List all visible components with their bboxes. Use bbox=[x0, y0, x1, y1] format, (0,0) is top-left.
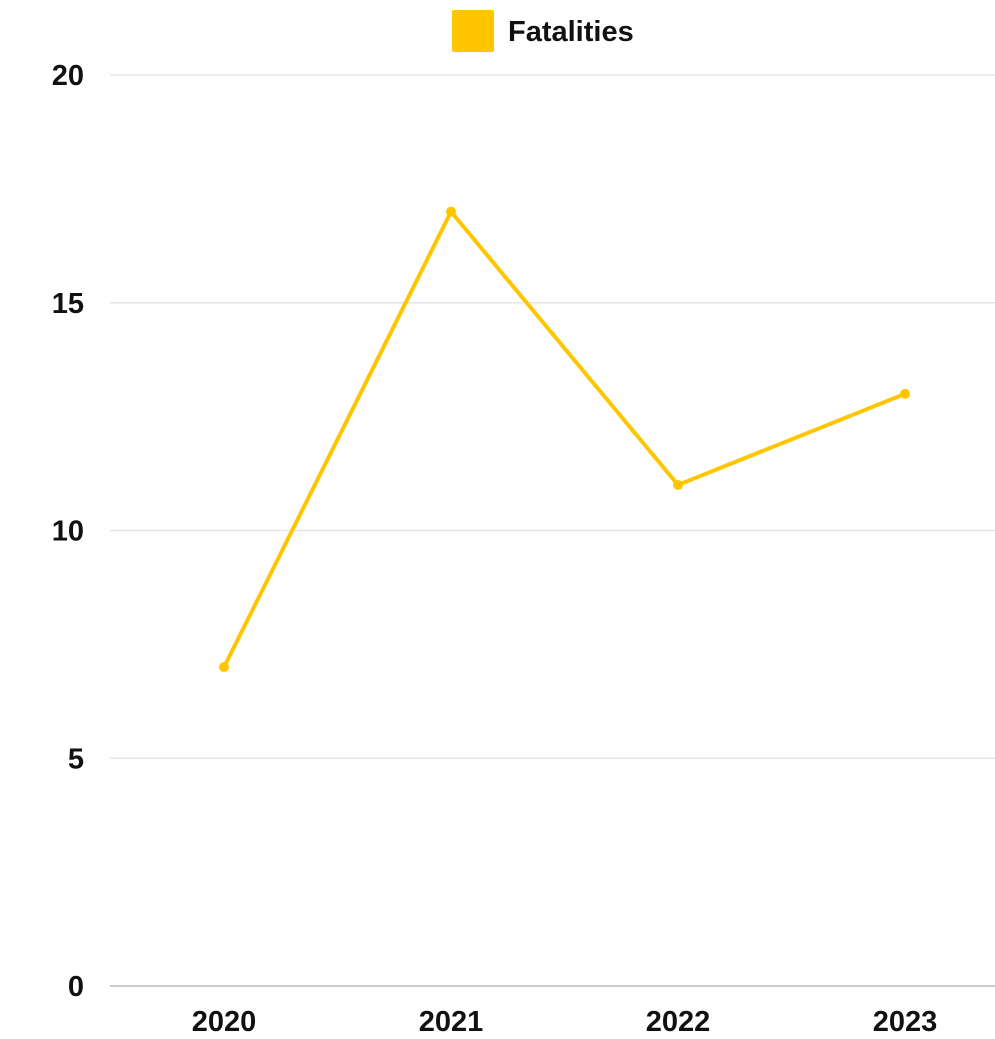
data-point-2023[interactable] bbox=[900, 388, 910, 399]
series-layer bbox=[219, 206, 910, 673]
gridlines bbox=[110, 74, 995, 987]
y-tick-label: 15 bbox=[52, 288, 84, 320]
x-tick-label: 2021 bbox=[419, 1006, 484, 1038]
y-tick-label: 0 bbox=[68, 971, 84, 1003]
data-point-2020[interactable] bbox=[219, 662, 229, 673]
data-point-2022[interactable] bbox=[673, 479, 683, 490]
data-point-2021[interactable] bbox=[446, 206, 456, 217]
y-tick-label: 20 bbox=[52, 60, 84, 92]
x-tick-label: 2023 bbox=[873, 1006, 938, 1038]
x-tick-label: 2022 bbox=[646, 1006, 711, 1038]
y-tick-label: 5 bbox=[68, 743, 84, 775]
x-axis-tick-labels: 2020 2021 2022 2023 bbox=[192, 1006, 938, 1038]
y-axis-tick-labels: 0 5 10 15 20 bbox=[52, 60, 84, 1003]
y-tick-label: 10 bbox=[52, 516, 84, 548]
series-line-fatalities[interactable] bbox=[222, 209, 907, 670]
x-tick-label: 2020 bbox=[192, 1006, 257, 1038]
legend-swatch-fatalities[interactable] bbox=[452, 10, 494, 52]
legend[interactable]: Fatalities bbox=[452, 10, 634, 52]
legend-label-fatalities[interactable]: Fatalities bbox=[508, 16, 634, 48]
